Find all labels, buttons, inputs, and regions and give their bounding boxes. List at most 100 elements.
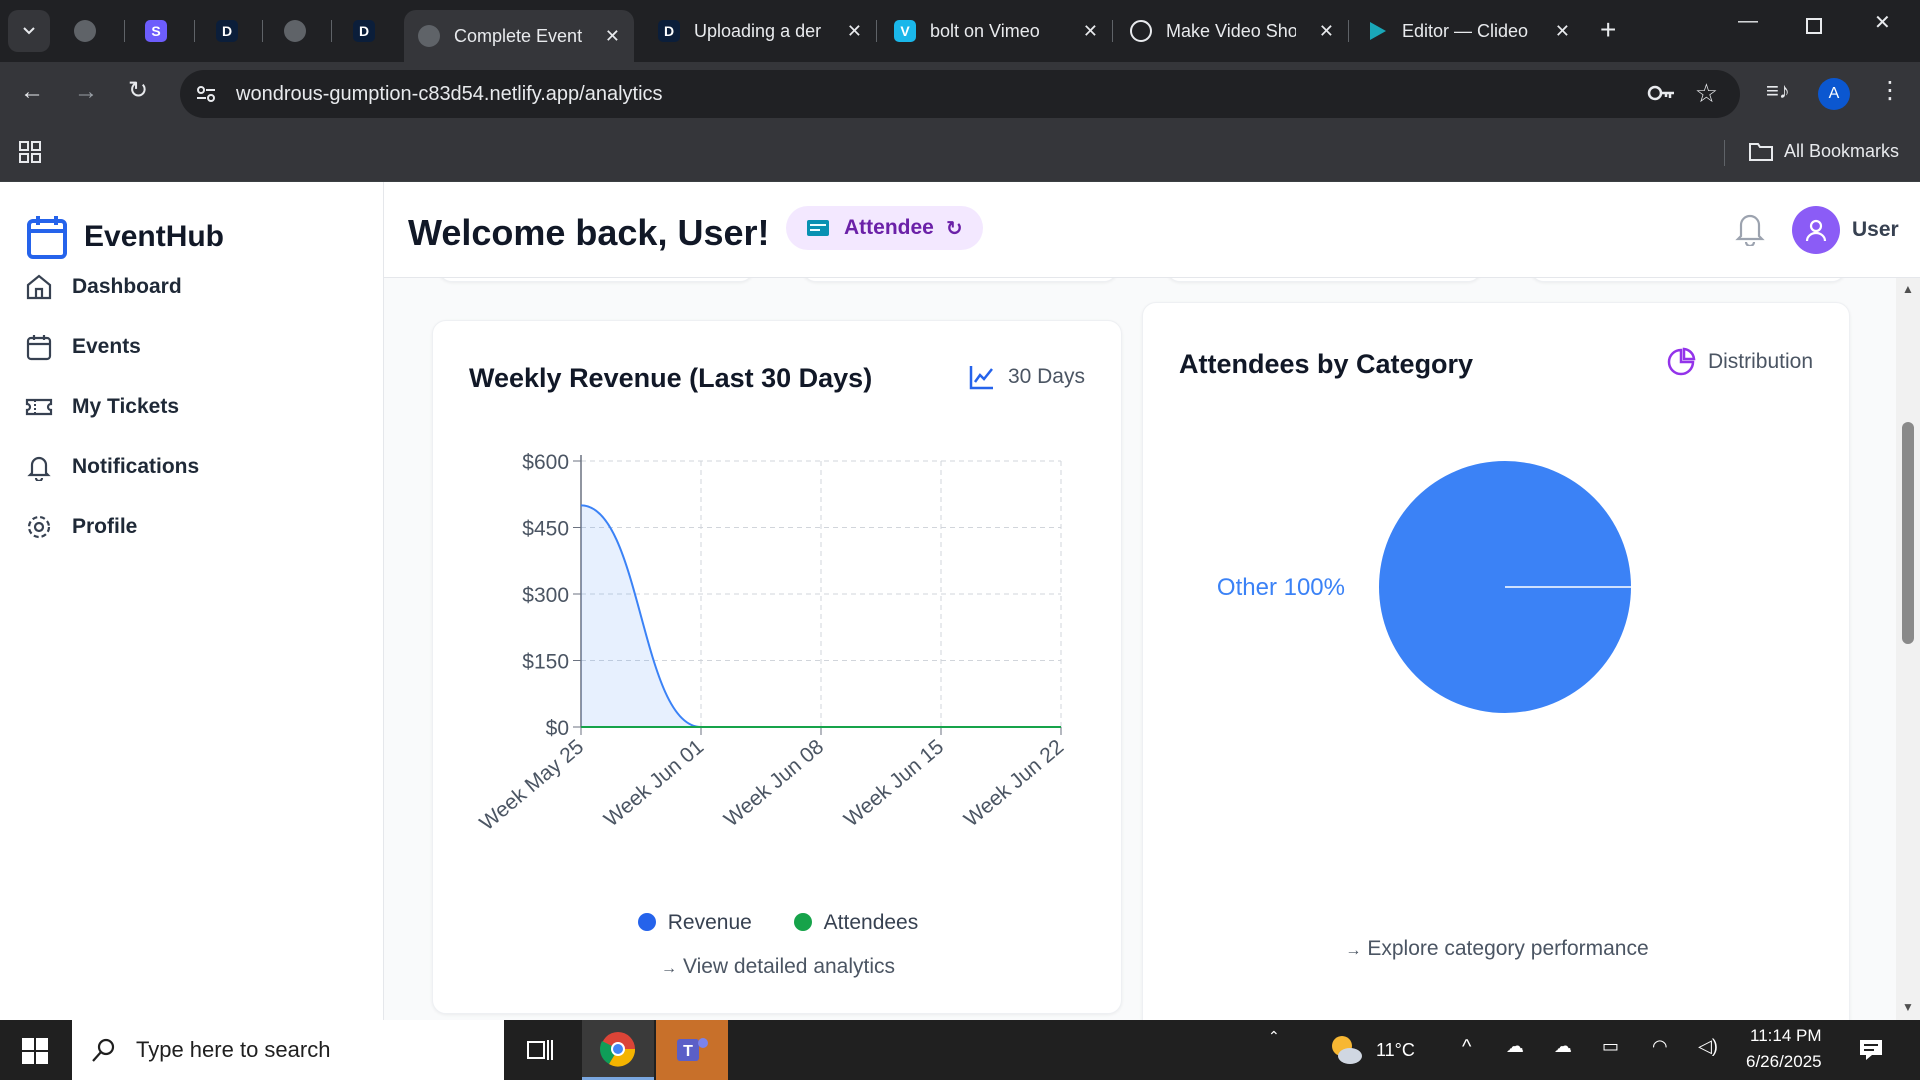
revenue-area xyxy=(581,505,1061,727)
scroll-up-icon[interactable]: ⌃ xyxy=(1268,1028,1280,1044)
bell-icon xyxy=(24,452,54,482)
close-window-icon[interactable]: ✕ xyxy=(1874,12,1891,34)
taskbar: Type here to search T ⌃ 11°C ^ ☁ ☁ ▭ ◠ ◁… xyxy=(0,1020,1920,1080)
legend-item-attendees[interactable]: Attendees xyxy=(793,911,918,934)
d-logo-icon: D xyxy=(353,20,375,42)
taskbar-chrome[interactable] xyxy=(582,1020,654,1080)
role-switch-badge[interactable]: Attendee ↻ xyxy=(786,206,983,250)
bookmarks-bar: All Bookmarks xyxy=(0,126,1920,182)
category-pie-chart: Other 100% xyxy=(1217,461,1631,713)
volume-icon[interactable]: ◁) xyxy=(1698,1036,1718,1056)
profile-avatar[interactable]: A xyxy=(1818,78,1850,110)
folder-icon xyxy=(1749,143,1773,161)
legend-item-revenue[interactable]: Revenue xyxy=(637,911,752,934)
revenue-card: Weekly Revenue (Last 30 Days) 30 Days $0… xyxy=(432,320,1122,1014)
play-icon xyxy=(1366,20,1388,42)
browser-tab[interactable]: D xyxy=(216,10,260,52)
browser-tab-active[interactable]: Complete Event ✕ xyxy=(404,10,634,62)
browser-tab[interactable] xyxy=(74,10,118,52)
task-view-icon[interactable] xyxy=(526,1036,554,1069)
battery-icon[interactable]: ▭ xyxy=(1602,1036,1620,1056)
browser-tab[interactable]: V bolt on Vimeo ✕ xyxy=(876,10,1112,52)
chrome-icon xyxy=(600,1031,636,1067)
browser-tab[interactable]: Editor — Clideo ✕ xyxy=(1348,10,1584,52)
pie-chart-icon xyxy=(1667,347,1696,376)
user-name[interactable]: User xyxy=(1852,218,1899,241)
distribution-toggle[interactable]: Distribution xyxy=(1666,347,1813,377)
tab-search-button[interactable] xyxy=(8,10,50,52)
avatar[interactable] xyxy=(1792,206,1840,254)
reload-icon[interactable]: ↻ xyxy=(128,77,149,104)
link-label: View detailed analytics xyxy=(682,955,896,978)
scrollbar-thumb[interactable] xyxy=(1902,422,1914,644)
user-icon xyxy=(1805,219,1827,242)
forward-icon[interactable]: → xyxy=(74,78,98,105)
taskbar-search[interactable]: Type here to search xyxy=(72,1020,504,1080)
period-selector[interactable]: 30 Days xyxy=(968,363,1085,391)
tab-title: Make Video Sho xyxy=(1166,20,1296,41)
taskbar-teams[interactable]: T xyxy=(656,1020,728,1080)
close-icon[interactable]: ✕ xyxy=(1554,20,1570,41)
site-settings-icon[interactable] xyxy=(194,82,218,111)
browser-toolbar: ← → ↻ wondrous-gumption-c83d54.netlify.a… xyxy=(0,62,1920,126)
teams-icon: T xyxy=(677,1038,708,1061)
x-tick-label: Week May 25 xyxy=(475,735,588,835)
browser-tab[interactable]: Make Video Sho ✕ xyxy=(1112,10,1348,52)
calendar-icon xyxy=(24,332,54,362)
stat-card xyxy=(1530,278,1846,282)
nav-item-my-tickets[interactable]: My Tickets xyxy=(24,392,179,422)
globe-icon xyxy=(74,20,96,42)
scroll-down-icon[interactable]: ▼ xyxy=(1902,1000,1914,1014)
y-tick-label: $150 xyxy=(522,651,569,674)
nav-item-notifications[interactable]: Notifications xyxy=(24,452,199,482)
card-title: Weekly Revenue (Last 30 Days) xyxy=(469,363,873,393)
weather-icon[interactable] xyxy=(1326,1032,1366,1073)
apps-grid-icon[interactable] xyxy=(18,140,42,169)
explore-category-link[interactable]: → Explore category performance xyxy=(1143,937,1851,961)
y-tick-label: $450 xyxy=(522,518,569,541)
close-icon[interactable]: ✕ xyxy=(846,20,862,41)
browser-tab[interactable]: D Uploading a der ✕ xyxy=(640,10,876,52)
clock-date[interactable]: 6/26/2025 xyxy=(1746,1052,1822,1071)
menu-kebab-icon[interactable]: ⋮ xyxy=(1878,77,1902,104)
close-icon[interactable]: ✕ xyxy=(1318,20,1334,41)
back-icon[interactable]: ← xyxy=(20,78,44,105)
page-scrollbar[interactable]: ▲ ▼ xyxy=(1896,278,1920,1020)
clock-time[interactable]: 11:14 PM xyxy=(1750,1026,1822,1045)
openai-icon xyxy=(1130,20,1152,42)
browser-tab[interactable]: S xyxy=(145,10,189,52)
pie-slice-label: Other 100% xyxy=(1217,574,1345,601)
key-icon[interactable] xyxy=(1646,80,1676,111)
browser-tab[interactable] xyxy=(284,10,328,52)
onedrive-icon[interactable]: ☁ xyxy=(1506,1036,1524,1056)
globe-icon xyxy=(284,20,306,42)
nav-item-profile[interactable]: Profile xyxy=(24,512,137,542)
bookmark-star-icon[interactable]: ☆ xyxy=(1694,78,1718,108)
notification-bell-icon[interactable] xyxy=(1734,210,1766,251)
calendar-logo-icon xyxy=(27,216,67,259)
notification-center-icon[interactable] xyxy=(1858,1038,1884,1067)
scroll-up-icon[interactable]: ▲ xyxy=(1902,282,1914,296)
windows-start-icon[interactable] xyxy=(22,1038,48,1069)
nav-item-events[interactable]: Events xyxy=(24,332,141,362)
all-bookmarks-label: All Bookmarks xyxy=(1784,140,1900,161)
cloud-icon[interactable]: ☁ xyxy=(1554,1036,1572,1056)
restore-icon[interactable] xyxy=(1806,18,1822,34)
browser-tab[interactable]: D xyxy=(353,10,397,52)
view-analytics-link[interactable]: → View detailed analytics xyxy=(433,955,1123,979)
address-bar[interactable]: wondrous-gumption-c83d54.netlify.app/ana… xyxy=(180,70,1740,118)
brand[interactable]: EventHub xyxy=(26,214,224,260)
nav-label: Events xyxy=(72,335,141,358)
legend-dot xyxy=(793,913,812,931)
new-tab-button[interactable]: + xyxy=(1600,14,1617,45)
all-bookmarks-button[interactable]: All Bookmarks xyxy=(1748,140,1899,162)
nav-item-dashboard[interactable]: Dashboard xyxy=(24,272,182,302)
wifi-icon[interactable]: ◠ xyxy=(1652,1036,1668,1056)
close-icon[interactable]: ✕ xyxy=(1082,20,1098,41)
chevron-up-icon[interactable]: ^ xyxy=(1462,1036,1472,1058)
minimize-icon[interactable]: — xyxy=(1738,10,1758,32)
media-controls-icon[interactable]: ≡♪ xyxy=(1766,78,1790,103)
tab-title: bolt on Vimeo xyxy=(930,20,1040,41)
close-icon[interactable]: ✕ xyxy=(604,25,620,46)
app-sidebar: EventHub Dashboard Events My Tickets Not… xyxy=(0,182,384,1020)
